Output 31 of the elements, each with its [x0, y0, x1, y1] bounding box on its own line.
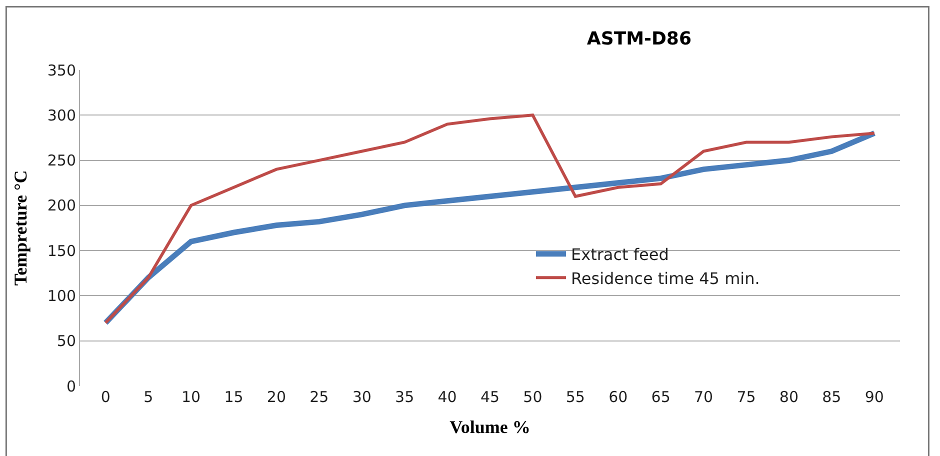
y-tick-label: 350	[47, 61, 76, 80]
chart-title: ASTM-D86	[586, 28, 692, 50]
legend-label: Extract feed	[571, 245, 669, 264]
y-tick-label: 200	[47, 196, 76, 215]
y-tick-label: 150	[47, 242, 76, 260]
x-tick-label: 45	[480, 388, 500, 406]
x-tick-label: 10	[181, 388, 201, 406]
x-tick-label: 25	[310, 388, 329, 406]
x-tick-label: 30	[352, 388, 372, 406]
x-tick-label: 60	[608, 388, 628, 406]
y-tick-label: 50	[56, 332, 76, 350]
x-tick-label: 50	[523, 388, 542, 406]
y-tick-label: 100	[47, 286, 76, 305]
x-tick-label: 15	[224, 388, 244, 406]
x-tick-label: 70	[694, 388, 714, 406]
y-tick-label: 250	[47, 152, 76, 170]
x-tick-label: 40	[438, 388, 457, 406]
x-tick-label: 65	[651, 388, 670, 406]
legend-label: Residence time 45 min.	[571, 268, 760, 288]
x-tick-label: 75	[736, 388, 756, 406]
x-tick-label: 20	[266, 388, 286, 406]
y-axis-title: Tempreture °C	[10, 170, 31, 286]
y-tick-label: 300	[47, 106, 76, 124]
x-tick-label: 90	[864, 388, 884, 406]
x-tick-label: 85	[822, 388, 842, 406]
x-tick-label: 80	[779, 388, 799, 406]
x-axis-title: Volume %	[450, 417, 530, 438]
x-tick-label: 55	[566, 388, 585, 406]
x-tick-label: 35	[395, 388, 414, 406]
x-tick-label: 0	[100, 388, 110, 406]
x-tick-label: 5	[144, 388, 154, 406]
